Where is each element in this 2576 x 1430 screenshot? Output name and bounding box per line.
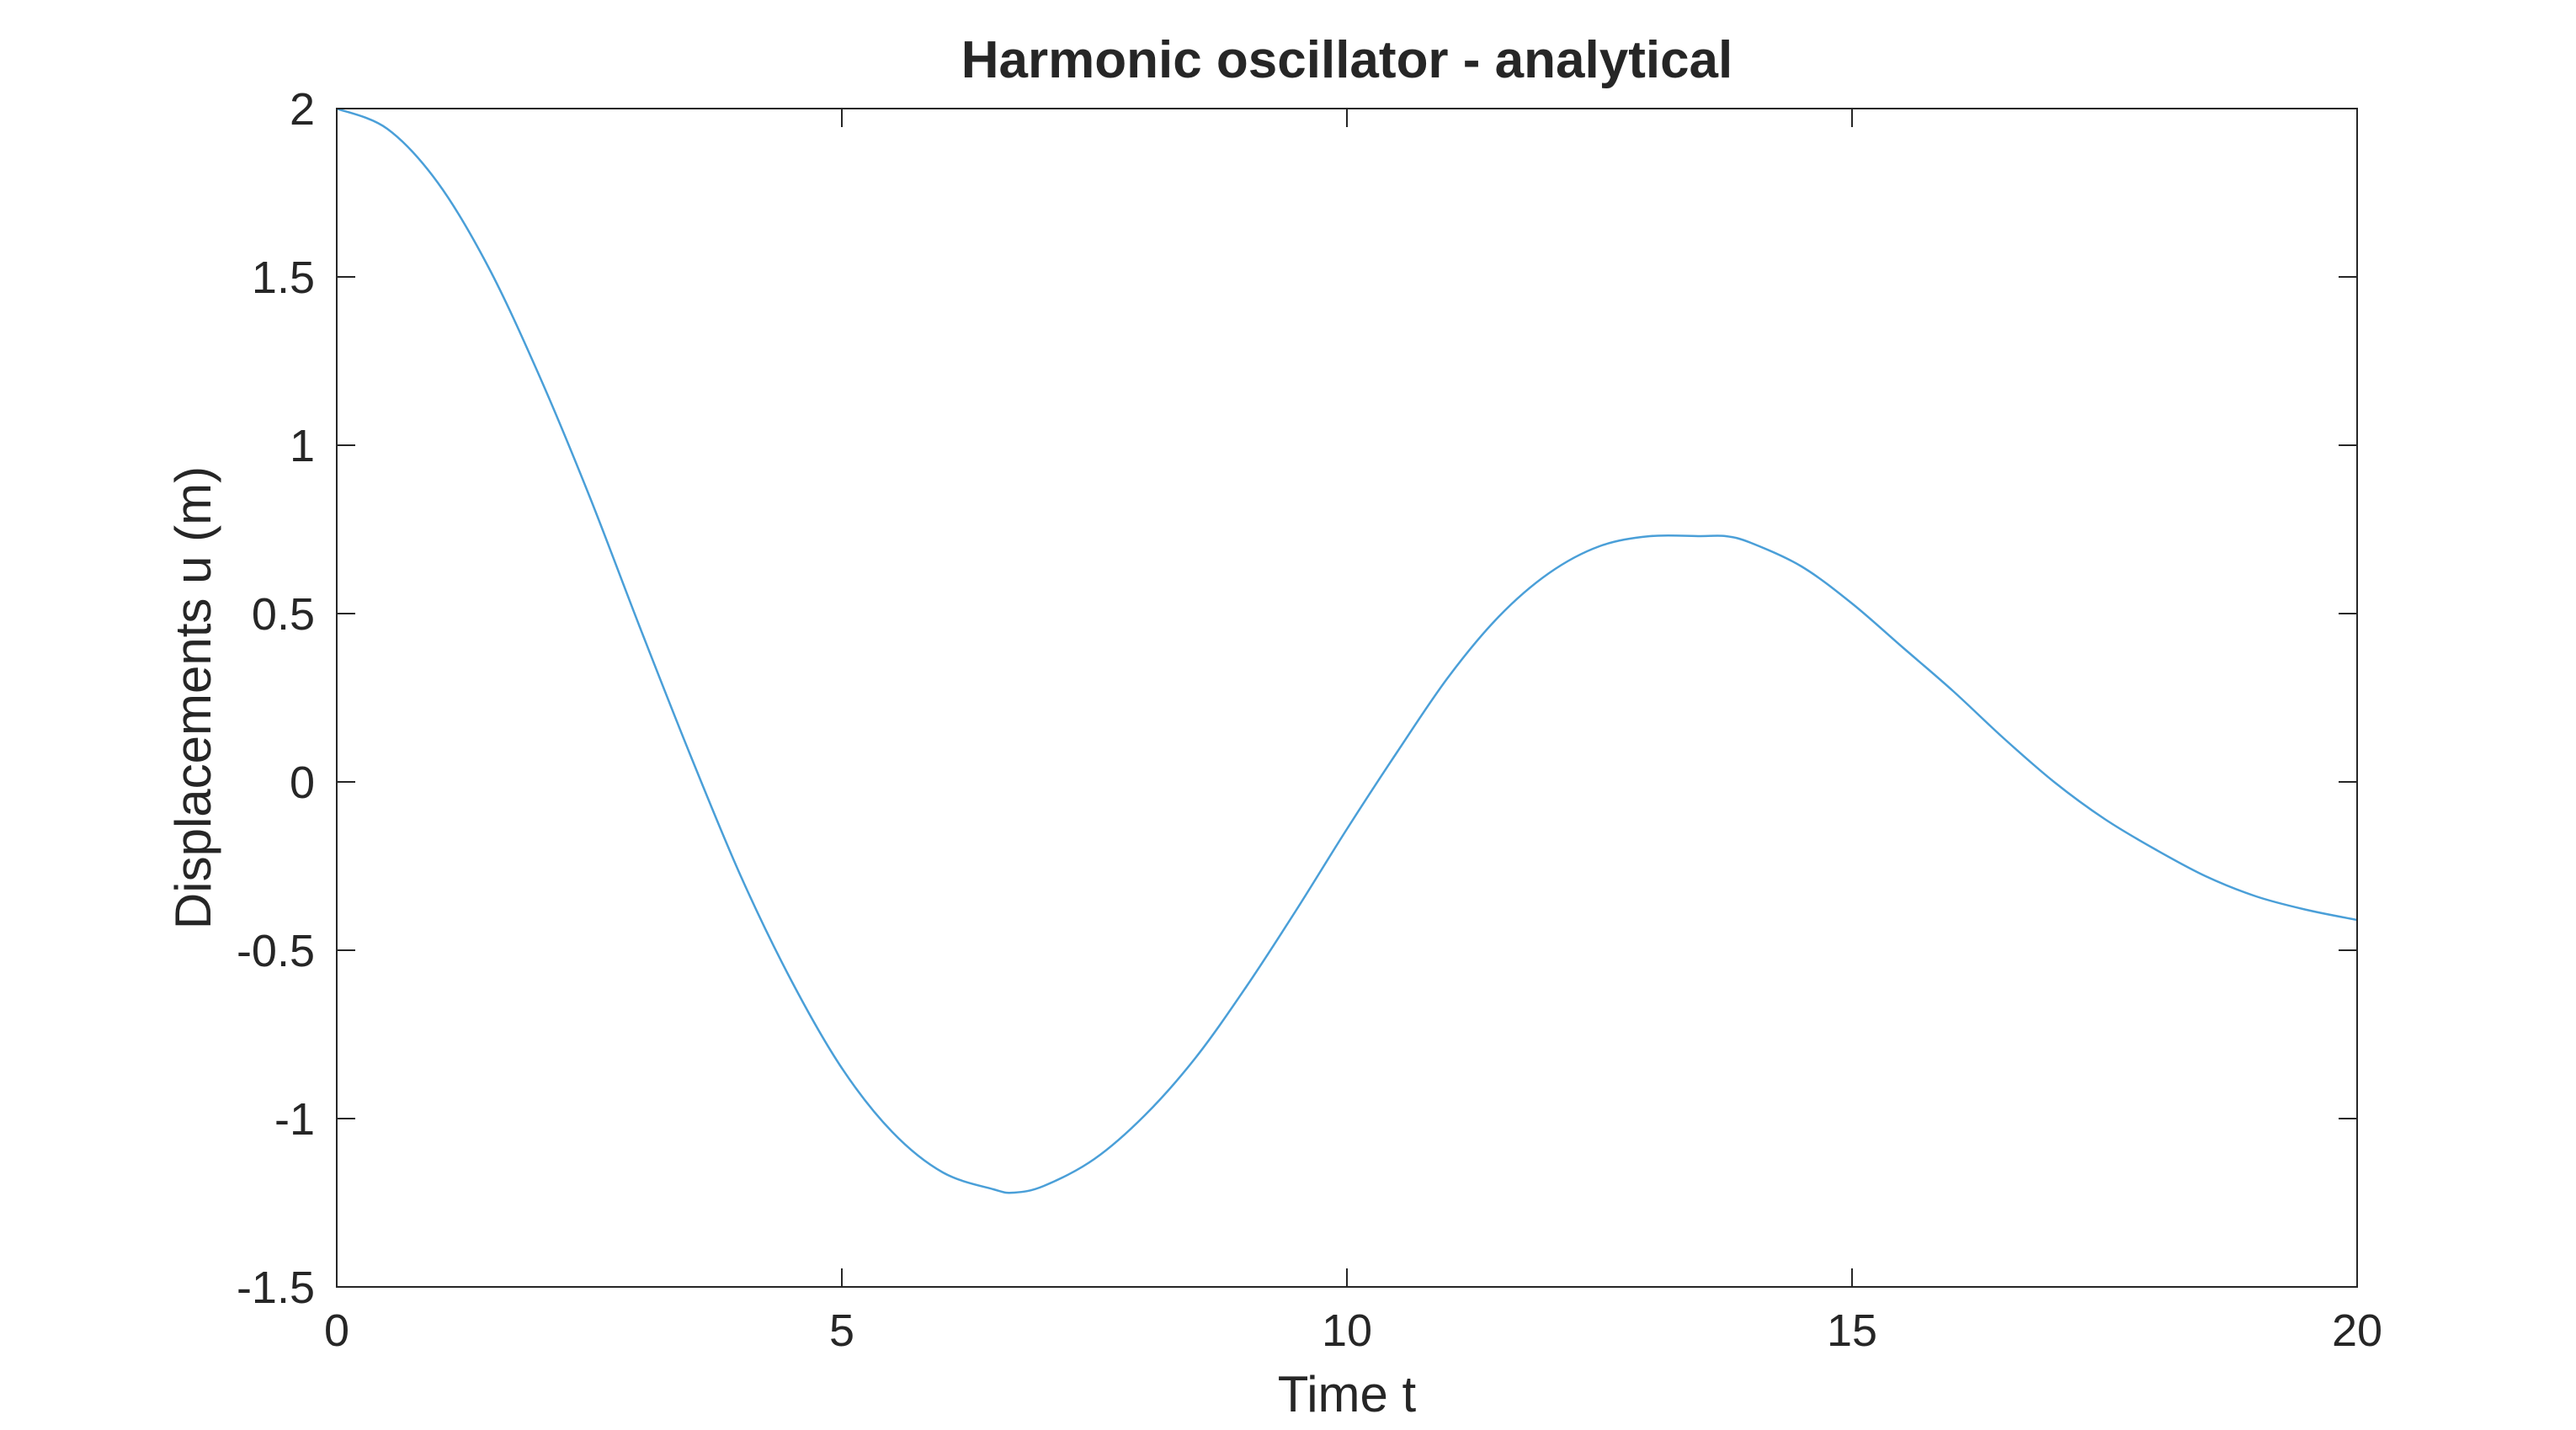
x-tick-label: 10 [1322,1305,1372,1356]
series-line [336,107,2358,1194]
tick-labels: 0 5 10 15 20 -1.5 -1 -0.5 0 0.5 1 1.5 2 [237,84,2382,1356]
y-tick-label: -0.5 [237,926,315,976]
y-tick-label: -1 [274,1094,315,1145]
x-tick-label: 15 [1827,1305,1877,1356]
x-axis-label: Time t [1278,1366,1417,1422]
y-tick-label: -1.5 [237,1263,315,1313]
y-tick-label: 0 [290,758,315,808]
plot-frame [336,108,2358,1288]
x-tick-label: 20 [2332,1305,2382,1356]
x-tick-label: 5 [829,1305,854,1356]
x-tick-label: 0 [324,1305,349,1356]
chart-title: Harmonic oscillator - analytical [961,31,1733,89]
y-tick-label: 1.5 [252,253,315,303]
y-tick-label: 2 [290,84,315,135]
y-axis-label: Displacements u (m) [165,466,221,929]
y-tick-label: 0.5 [252,589,315,640]
y-tick-label: 1 [290,421,315,471]
